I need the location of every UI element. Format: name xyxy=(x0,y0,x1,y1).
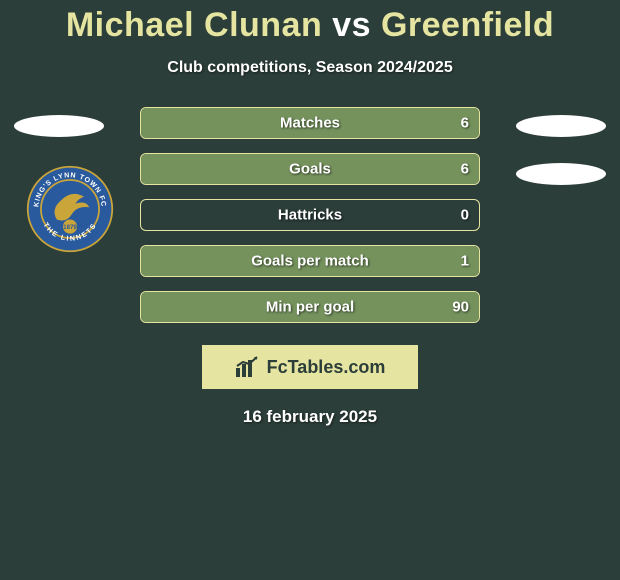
stat-row: Goals per match 1 xyxy=(140,245,480,277)
stat-value-right: 6 xyxy=(461,115,469,132)
stat-label: Hattricks xyxy=(278,207,342,224)
stat-label: Goals xyxy=(289,161,331,178)
club-crest: KING'S LYNN TOWN FC THE LINNETS 1879 xyxy=(26,165,114,253)
right-player-placeholder-1 xyxy=(516,115,606,137)
title-player-left: Michael Clunan xyxy=(66,6,322,44)
brand-chart-icon xyxy=(235,356,261,378)
stat-value-right: 1 xyxy=(461,253,469,270)
stat-value-right: 0 xyxy=(461,207,469,224)
stat-value-right: 6 xyxy=(461,161,469,178)
left-player-placeholder xyxy=(14,115,104,137)
stat-row: Min per goal 90 xyxy=(140,291,480,323)
date-label: 16 february 2025 xyxy=(0,407,620,427)
stat-rows: Matches 6 Goals 6 Hattricks 0 Goals per match 1… xyxy=(140,107,480,323)
title-player-right: Greenfield xyxy=(381,6,554,44)
stat-label: Goals per match xyxy=(251,253,369,270)
stat-label: Min per goal xyxy=(266,299,354,316)
right-player-placeholder-2 xyxy=(516,163,606,185)
page-title: Michael Clunan vs Greenfield xyxy=(0,0,620,45)
subtitle: Club competitions, Season 2024/2025 xyxy=(0,59,620,77)
crest-year: 1879 xyxy=(63,224,77,231)
stat-value-right: 90 xyxy=(452,299,469,316)
stat-label: Matches xyxy=(280,115,340,132)
stats-section: KING'S LYNN TOWN FC THE LINNETS 1879 Mat… xyxy=(0,107,620,323)
stat-row: Matches 6 xyxy=(140,107,480,139)
title-vs: vs xyxy=(332,6,371,44)
brand-text: FcTables.com xyxy=(267,357,386,378)
stat-row: Goals 6 xyxy=(140,153,480,185)
brand-badge: FcTables.com xyxy=(202,345,418,389)
stat-row: Hattricks 0 xyxy=(140,199,480,231)
